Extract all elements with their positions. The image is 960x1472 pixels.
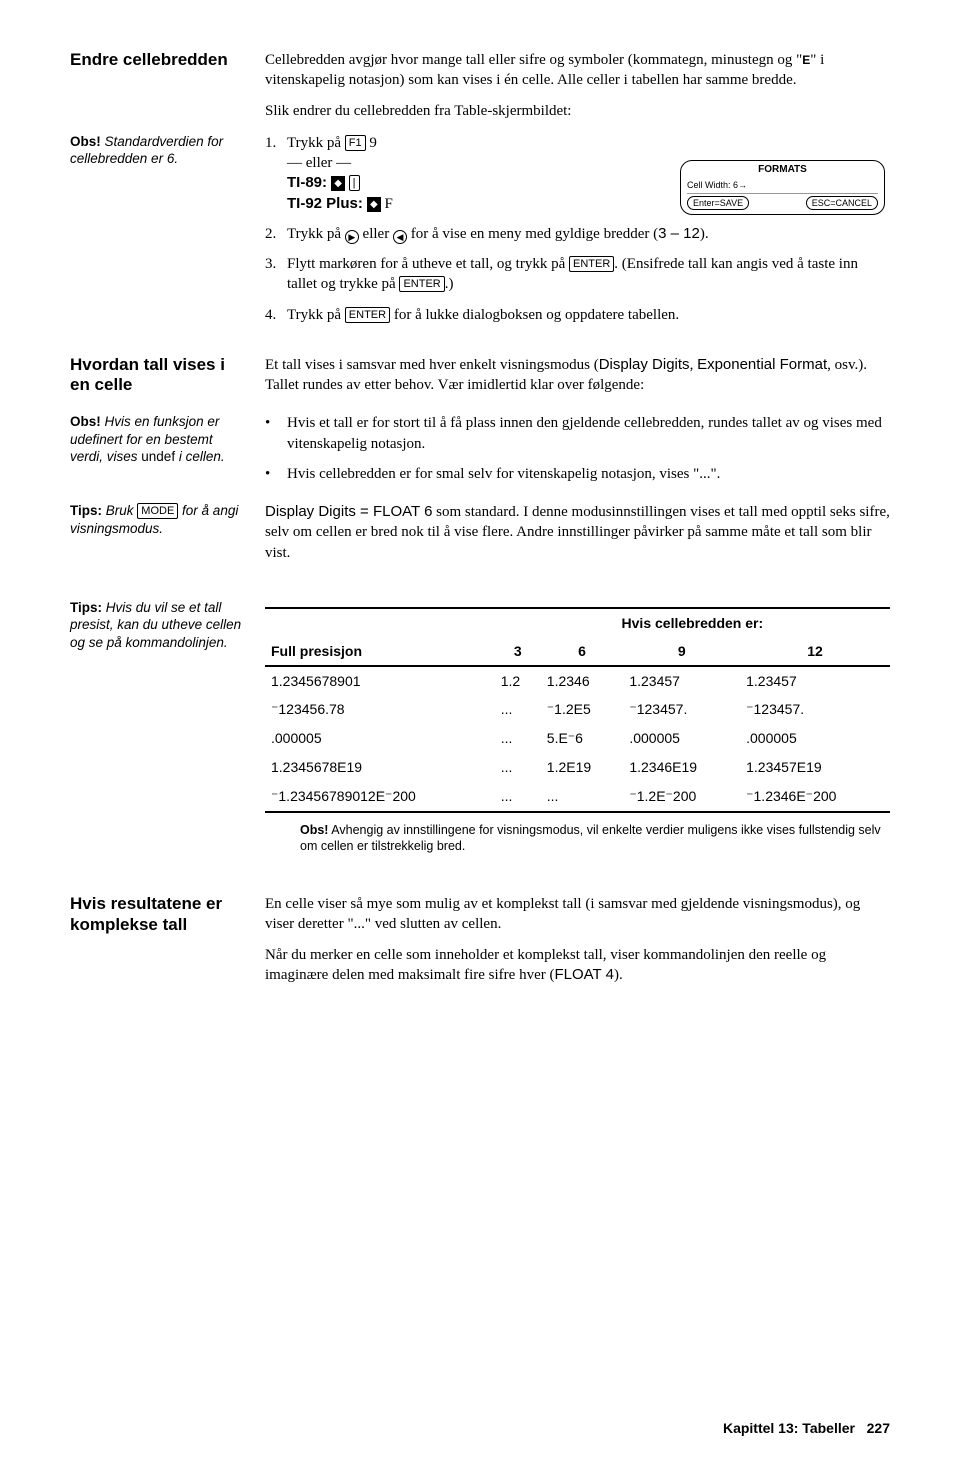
obs-note: Obs! Hvis en funksjon er udefinert for e…: [70, 413, 245, 466]
paragraph: En celle viser så mye som mulig av et ko…: [265, 894, 890, 935]
formats-cellwidth: Cell Width: 6→: [687, 179, 878, 194]
paragraph: Display Digits = FLOAT 6 som standard. I…: [265, 502, 890, 563]
section-heading: Hvordan tall vises i en celle: [70, 355, 245, 396]
key-diamond: ◆: [331, 176, 345, 191]
page-footer: Kapittel 13: Tabeller 227: [723, 1419, 890, 1438]
step-number: 2.: [265, 224, 287, 244]
key-right: ▶: [345, 230, 359, 244]
table-cell: ⁻1.23456789012E⁻200: [265, 782, 495, 812]
table-sup-header: Hvis cellebredden er:: [495, 608, 890, 638]
step-number: 3.: [265, 254, 287, 295]
paragraph: Slik endrer du cellebredden fra Table-sk…: [265, 101, 575, 121]
section-heading: Hvis resultatene er komplekse tall: [70, 894, 245, 935]
tips-note: Tips: Hvis du vil se et tall presist, ka…: [70, 599, 245, 652]
table-cell: ⁻1.2346E⁻200: [740, 782, 890, 812]
formats-cancel: ESC=CANCEL: [806, 196, 878, 210]
bullet-body: Hvis et tall er for stort til å få plass…: [287, 413, 890, 454]
table-cell: 1.2E19: [541, 753, 624, 782]
table-cell: ⁻123457.: [740, 695, 890, 724]
table-cell: 1.2345678E19: [265, 753, 495, 782]
key-diamond: ◆: [367, 197, 381, 212]
table-cell: 1.23457: [740, 666, 890, 696]
key-f1: F1: [345, 135, 366, 151]
table-header: 9: [623, 638, 740, 666]
tips-note: Tips: Bruk MODE for å angi visningsmodus…: [70, 502, 245, 537]
table-header: 12: [740, 638, 890, 666]
table-cell: ...: [495, 695, 541, 724]
paragraph: Et tall vises i samsvar med hver enkelt …: [265, 355, 890, 396]
key-mode: MODE: [137, 503, 178, 519]
table-cell: 1.2346E19: [623, 753, 740, 782]
formats-save: Enter=SAVE: [687, 196, 749, 210]
section-heading: Endre cellebredden: [70, 50, 245, 70]
key-bar: |: [349, 175, 360, 191]
table-cell: ...: [495, 753, 541, 782]
bullet: •: [265, 464, 287, 484]
key-left: ◀: [393, 230, 407, 244]
table-cell: ...: [495, 724, 541, 753]
step-number: 4.: [265, 305, 287, 325]
step-number: 1.: [265, 133, 287, 214]
key-enter: ENTER: [345, 307, 390, 323]
table-cell: ⁻123457.: [623, 695, 740, 724]
table-cell: 1.2: [495, 666, 541, 696]
bullet-body: Hvis cellebredden er for smal selv for v…: [287, 464, 890, 484]
step-body: Trykk på ENTER for å lukke dialogboksen …: [287, 305, 890, 325]
obs-note: Obs! Standardverdien for cellebredden er…: [70, 133, 245, 168]
precision-table: Hvis cellebredden er: Full presisjon 3 6…: [265, 607, 890, 854]
formats-dialog: FORMATS Cell Width: 6→ Enter=SAVE ESC=CA…: [680, 160, 885, 215]
table-header: Full presisjon: [265, 638, 495, 666]
table-cell: 1.2346: [541, 666, 624, 696]
key-enter: ENTER: [569, 256, 614, 272]
step-body: Flytt markøren for å utheve et tall, og …: [287, 254, 890, 295]
bullet: •: [265, 413, 287, 454]
paragraph: Cellebredden avgjør hvor mange tall elle…: [265, 50, 890, 91]
paragraph: Når du merker en celle som inneholder et…: [265, 945, 890, 986]
table-cell: ...: [495, 782, 541, 812]
table-cell: ⁻1.2E⁻200: [623, 782, 740, 812]
formats-title: FORMATS: [687, 163, 878, 177]
table-cell: 1.23457: [623, 666, 740, 696]
table-cell: 5.E⁻6: [541, 724, 624, 753]
table-cell: .000005: [623, 724, 740, 753]
key-enter: ENTER: [399, 276, 444, 292]
table-note: Obs! Avhengig av innstillingene for visn…: [300, 823, 890, 854]
table-header: 6: [541, 638, 624, 666]
table-cell: .000005: [265, 724, 495, 753]
step-body: Trykk på ▶ eller ◀ for å vise en meny me…: [287, 224, 890, 244]
table-cell: ...: [541, 782, 624, 812]
table-cell: ⁻123456.78: [265, 695, 495, 724]
table-header: 3: [495, 638, 541, 666]
table-cell: ⁻1.2E5: [541, 695, 624, 724]
table-cell: 1.2345678901: [265, 666, 495, 696]
table-cell: 1.23457E19: [740, 753, 890, 782]
table-cell: .000005: [740, 724, 890, 753]
